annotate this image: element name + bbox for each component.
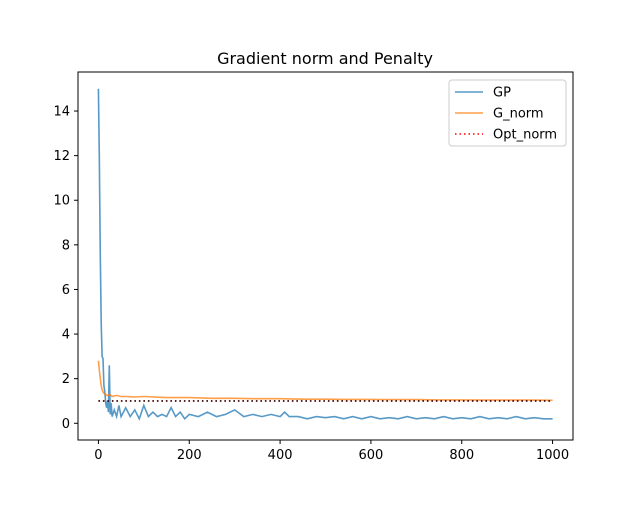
x-tick-label: 600 (358, 448, 383, 463)
legend-label-g-norm: G_norm (493, 107, 544, 122)
y-tick-label: 6 (62, 283, 70, 298)
legend: GP G_norm Opt_norm (448, 79, 567, 147)
legend-label-gp: GP (493, 86, 511, 101)
series-line-g-norm (97, 360, 553, 402)
x-tick-label: 800 (449, 448, 474, 463)
y-tick-label: 12 (53, 149, 70, 164)
x-tick-label: 0 (94, 448, 102, 463)
legend-label-opt-norm: Opt_norm (493, 128, 557, 143)
y-tick-label: 0 (62, 417, 70, 432)
y-tick-label: 4 (62, 328, 70, 343)
chart-title: Gradient norm and Penalty (217, 49, 433, 68)
y-tick-label: 8 (62, 238, 70, 253)
y-tick-label: 2 (62, 372, 70, 387)
series-layer (97, 88, 553, 421)
series-line-gp (97, 88, 553, 421)
y-tick-label: 14 (53, 105, 70, 120)
y-axis: 0 2 4 6 8 10 12 14 (53, 105, 78, 432)
plot-frame (77, 71, 574, 441)
y-tick-label: 10 (53, 194, 70, 209)
x-tick-label: 1000 (536, 448, 569, 463)
x-tick-label: 200 (177, 448, 202, 463)
legend-box (448, 79, 567, 147)
x-tick-label: 400 (268, 448, 293, 463)
x-axis: 0 200 400 600 800 1000 (94, 440, 569, 463)
